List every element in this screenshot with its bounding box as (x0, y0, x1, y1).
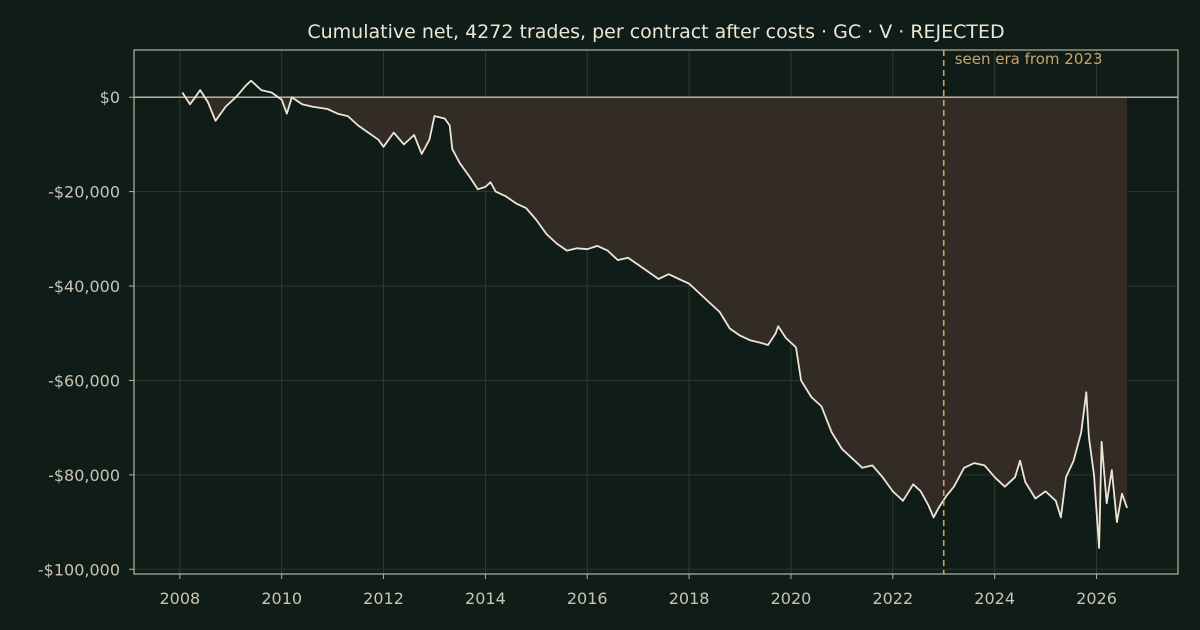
y-tick-label: -$60,000 (48, 371, 120, 390)
equity-line (181, 79, 1128, 549)
drawdown-fill (182, 97, 1128, 548)
x-axis-ticks: 2008 2010 2012 2014 2016 2018 2020 2022 2024 2026 (159, 574, 1117, 608)
x-tick-label: 2010 (261, 589, 302, 608)
x-tick-label: 2024 (974, 589, 1015, 608)
series-layer (181, 79, 1128, 549)
y-tick-label: $0 (100, 88, 120, 107)
drawdown-area (182, 97, 1128, 548)
x-tick-label: 2008 (159, 589, 200, 608)
y-axis-ticks: $0 -$20,000 -$40,000 -$60,000 -$80,000 -$100,… (38, 88, 134, 579)
era-annotation-label: seen era from 2023 (955, 50, 1103, 68)
x-tick-label: 2018 (669, 589, 710, 608)
x-tick-label: 2014 (465, 589, 506, 608)
x-tick-label: 2016 (567, 589, 608, 608)
chart-title: Cumulative net, 4272 trades, per contrac… (307, 21, 1004, 43)
y-tick-label: -$100,000 (38, 560, 120, 579)
y-tick-label: -$20,000 (48, 183, 120, 202)
x-tick-label: 2026 (1076, 589, 1117, 608)
axes-frame (133, 49, 1179, 575)
plot-frame (133, 49, 1179, 575)
x-tick-label: 2012 (363, 589, 404, 608)
y-tick-label: -$80,000 (48, 466, 120, 485)
y-tick-label: -$40,000 (48, 277, 120, 296)
annotations: seen era from 2023 (942, 50, 1103, 574)
x-tick-label: 2020 (771, 589, 812, 608)
x-tick-label: 2022 (872, 589, 913, 608)
